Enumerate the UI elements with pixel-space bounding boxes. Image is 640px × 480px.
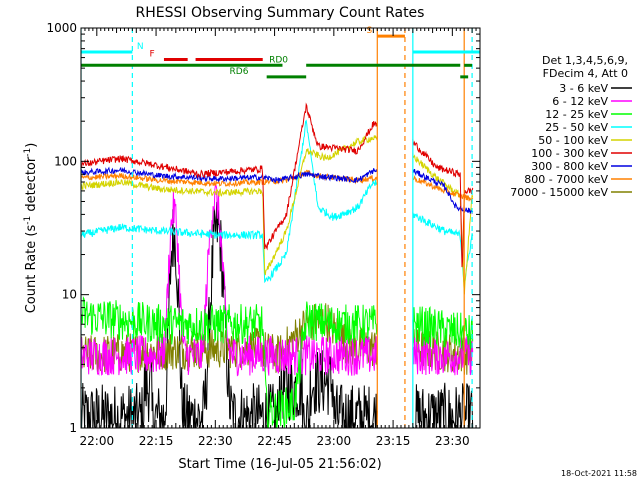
legend-entry-label: 300 - 800 keV xyxy=(531,160,608,173)
legend-entry-label: 6 - 12 keV xyxy=(552,95,608,108)
y-tick-label: 100 xyxy=(54,154,77,168)
legend: Det 1,3,4,5,6,9,FDecim 4, Att 0 3 - 6 keV… xyxy=(510,54,632,199)
series-line-100to300keV xyxy=(81,102,474,268)
flag-label-n: N xyxy=(137,42,144,52)
legend-entry-label: 7000 - 15000 keV xyxy=(510,186,608,199)
series-line-6to12keV xyxy=(81,183,474,377)
flag-label-rd6: RD6 xyxy=(230,67,249,77)
legend-title-line: Det 1,3,4,5,6,9, xyxy=(542,54,628,67)
x-axis-label: Start Time (16-Jul-05 21:56:02) xyxy=(178,457,381,472)
legend-title-line: FDecim 4, Att 0 xyxy=(543,67,628,80)
legend-entry-label: 12 - 25 keV xyxy=(545,108,608,121)
x-tick-label: 22:15 xyxy=(139,434,174,448)
flag-label-f: F xyxy=(150,50,155,60)
x-tick-label: 22:45 xyxy=(257,434,292,448)
y-axis-label: Count Rate (s-1 detector-1) xyxy=(23,143,39,314)
x-tick-label: 22:00 xyxy=(80,434,115,448)
flag-label-rd0: RD0 xyxy=(269,55,288,65)
y-tick-label: 10 xyxy=(62,288,77,302)
y-axis-label-superscript: -1 xyxy=(23,216,33,225)
y-tick-label: 1 xyxy=(69,421,77,435)
y-axis-label-part: detector xyxy=(24,156,39,216)
x-tick-label: 23:00 xyxy=(317,434,352,448)
series-line-3to6keV xyxy=(81,201,474,428)
chart-title: RHESSI Observing Summary Count Rates xyxy=(136,5,425,21)
y-tick-label: 1000 xyxy=(46,21,77,35)
legend-entry-label: 100 - 300 keV xyxy=(531,147,608,160)
legend-entry-label: 800 - 7000 keV xyxy=(524,173,608,186)
plot-frame xyxy=(80,27,481,429)
flag-label-s: S xyxy=(367,26,373,36)
y-axis-label-part: Count Rate (s xyxy=(24,225,39,314)
series-line-12to25keV xyxy=(81,295,474,428)
legend-entry-label: 50 - 100 keV xyxy=(538,134,608,147)
x-tick-label: 23:30 xyxy=(435,434,470,448)
date-annotation: 18-Oct-2021 11:58 xyxy=(561,469,637,478)
x-tick-label: 22:30 xyxy=(198,434,233,448)
legend-entry-label: 25 - 50 keV xyxy=(545,121,608,134)
legend-entry-label: 3 - 6 keV xyxy=(559,82,608,95)
series-line-300to800keV xyxy=(81,166,474,215)
y-axis-label-part: ) xyxy=(24,143,39,148)
y-axis-label-superscript: -1 xyxy=(23,148,33,157)
x-tick-label: 23:15 xyxy=(376,434,411,448)
